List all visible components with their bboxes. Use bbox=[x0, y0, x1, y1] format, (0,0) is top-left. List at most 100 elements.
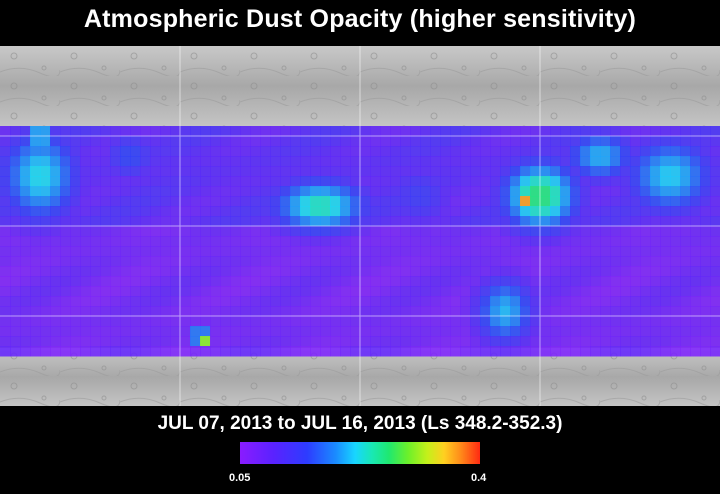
opacity-cell bbox=[110, 286, 121, 297]
opacity-cell bbox=[120, 156, 131, 167]
opacity-cell bbox=[10, 156, 21, 167]
opacity-cell bbox=[470, 316, 481, 327]
opacity-cell bbox=[280, 186, 291, 197]
opacity-cell bbox=[640, 286, 651, 297]
opacity-cell bbox=[440, 346, 451, 357]
opacity-cell bbox=[590, 146, 601, 157]
opacity-cell bbox=[340, 146, 351, 157]
opacity-cell bbox=[570, 346, 581, 357]
opacity-cell bbox=[280, 226, 291, 237]
opacity-cell bbox=[640, 306, 651, 317]
opacity-cell bbox=[130, 176, 141, 187]
opacity-cell bbox=[590, 166, 601, 177]
opacity-cell bbox=[170, 296, 181, 307]
opacity-cell bbox=[130, 336, 141, 347]
opacity-cell bbox=[250, 246, 261, 257]
opacity-cell bbox=[160, 186, 171, 197]
opacity-cell bbox=[710, 296, 720, 307]
opacity-cell bbox=[710, 186, 720, 197]
opacity-cell bbox=[120, 326, 131, 337]
opacity-cell bbox=[80, 146, 91, 157]
opacity-cell bbox=[590, 276, 601, 287]
opacity-cell bbox=[530, 246, 541, 257]
opacity-cell bbox=[610, 186, 621, 197]
opacity-cell bbox=[110, 136, 121, 147]
opacity-cell bbox=[640, 166, 651, 177]
opacity-cell bbox=[450, 226, 461, 237]
opacity-cell bbox=[380, 136, 391, 147]
opacity-cell bbox=[10, 236, 21, 247]
opacity-cell bbox=[410, 306, 421, 317]
opacity-cell bbox=[410, 126, 421, 137]
opacity-cell bbox=[260, 226, 271, 237]
opacity-cell bbox=[150, 206, 161, 217]
opacity-cell bbox=[520, 336, 531, 347]
opacity-cell bbox=[230, 216, 241, 227]
opacity-cell bbox=[110, 156, 121, 167]
opacity-cell bbox=[50, 146, 61, 157]
opacity-cell bbox=[210, 256, 221, 267]
opacity-cell bbox=[180, 326, 191, 337]
opacity-cell bbox=[80, 126, 91, 137]
opacity-cell bbox=[640, 136, 651, 147]
opacity-cell bbox=[560, 246, 571, 257]
opacity-cell bbox=[560, 126, 571, 137]
opacity-cell bbox=[70, 136, 81, 147]
opacity-cell bbox=[450, 186, 461, 197]
opacity-cell bbox=[630, 196, 641, 207]
opacity-cell bbox=[520, 146, 531, 157]
opacity-cell bbox=[620, 316, 631, 327]
opacity-cell bbox=[530, 306, 541, 317]
opacity-cell bbox=[40, 176, 51, 187]
opacity-cell bbox=[460, 206, 471, 217]
opacity-cell bbox=[210, 326, 221, 337]
opacity-cell bbox=[50, 236, 61, 247]
dust-opacity-map bbox=[0, 46, 720, 406]
opacity-cell bbox=[70, 146, 81, 157]
opacity-cell bbox=[290, 136, 301, 147]
opacity-cell bbox=[460, 166, 471, 177]
opacity-cell bbox=[360, 166, 371, 177]
opacity-cell bbox=[100, 126, 111, 137]
opacity-cell bbox=[370, 146, 381, 157]
opacity-cell bbox=[370, 326, 381, 337]
opacity-cell bbox=[410, 266, 421, 277]
opacity-cell bbox=[710, 166, 720, 177]
opacity-cell bbox=[70, 166, 81, 177]
opacity-cell bbox=[230, 286, 241, 297]
opacity-cell bbox=[160, 196, 171, 207]
opacity-cell bbox=[190, 276, 201, 287]
opacity-cell bbox=[270, 166, 281, 177]
opacity-cell bbox=[50, 126, 61, 137]
opacity-cell bbox=[600, 336, 611, 347]
opacity-cell bbox=[430, 176, 441, 187]
opacity-cell bbox=[300, 226, 311, 237]
opacity-cell bbox=[130, 246, 141, 257]
opacity-cell bbox=[520, 326, 531, 337]
opacity-cell bbox=[340, 236, 351, 247]
opacity-cell bbox=[220, 166, 231, 177]
opacity-cell bbox=[670, 296, 681, 307]
opacity-cell bbox=[120, 146, 131, 157]
opacity-cell bbox=[560, 236, 571, 247]
opacity-cell bbox=[680, 286, 691, 297]
opacity-cell bbox=[210, 336, 221, 347]
opacity-cell bbox=[20, 246, 31, 257]
opacity-cell bbox=[680, 156, 691, 167]
opacity-cell bbox=[410, 156, 421, 167]
opacity-cell bbox=[680, 256, 691, 267]
opacity-cell bbox=[670, 316, 681, 327]
opacity-cell bbox=[600, 166, 611, 177]
opacity-cell bbox=[10, 176, 21, 187]
opacity-cell bbox=[380, 326, 391, 337]
opacity-cell bbox=[590, 226, 601, 237]
opacity-cell bbox=[130, 226, 141, 237]
opacity-cell bbox=[100, 306, 111, 317]
opacity-cell bbox=[360, 156, 371, 167]
opacity-cell bbox=[500, 226, 511, 237]
opacity-cell bbox=[310, 216, 321, 227]
opacity-cell bbox=[260, 316, 271, 327]
opacity-cell bbox=[220, 266, 231, 277]
opacity-cell bbox=[270, 296, 281, 307]
opacity-cell bbox=[150, 126, 161, 137]
